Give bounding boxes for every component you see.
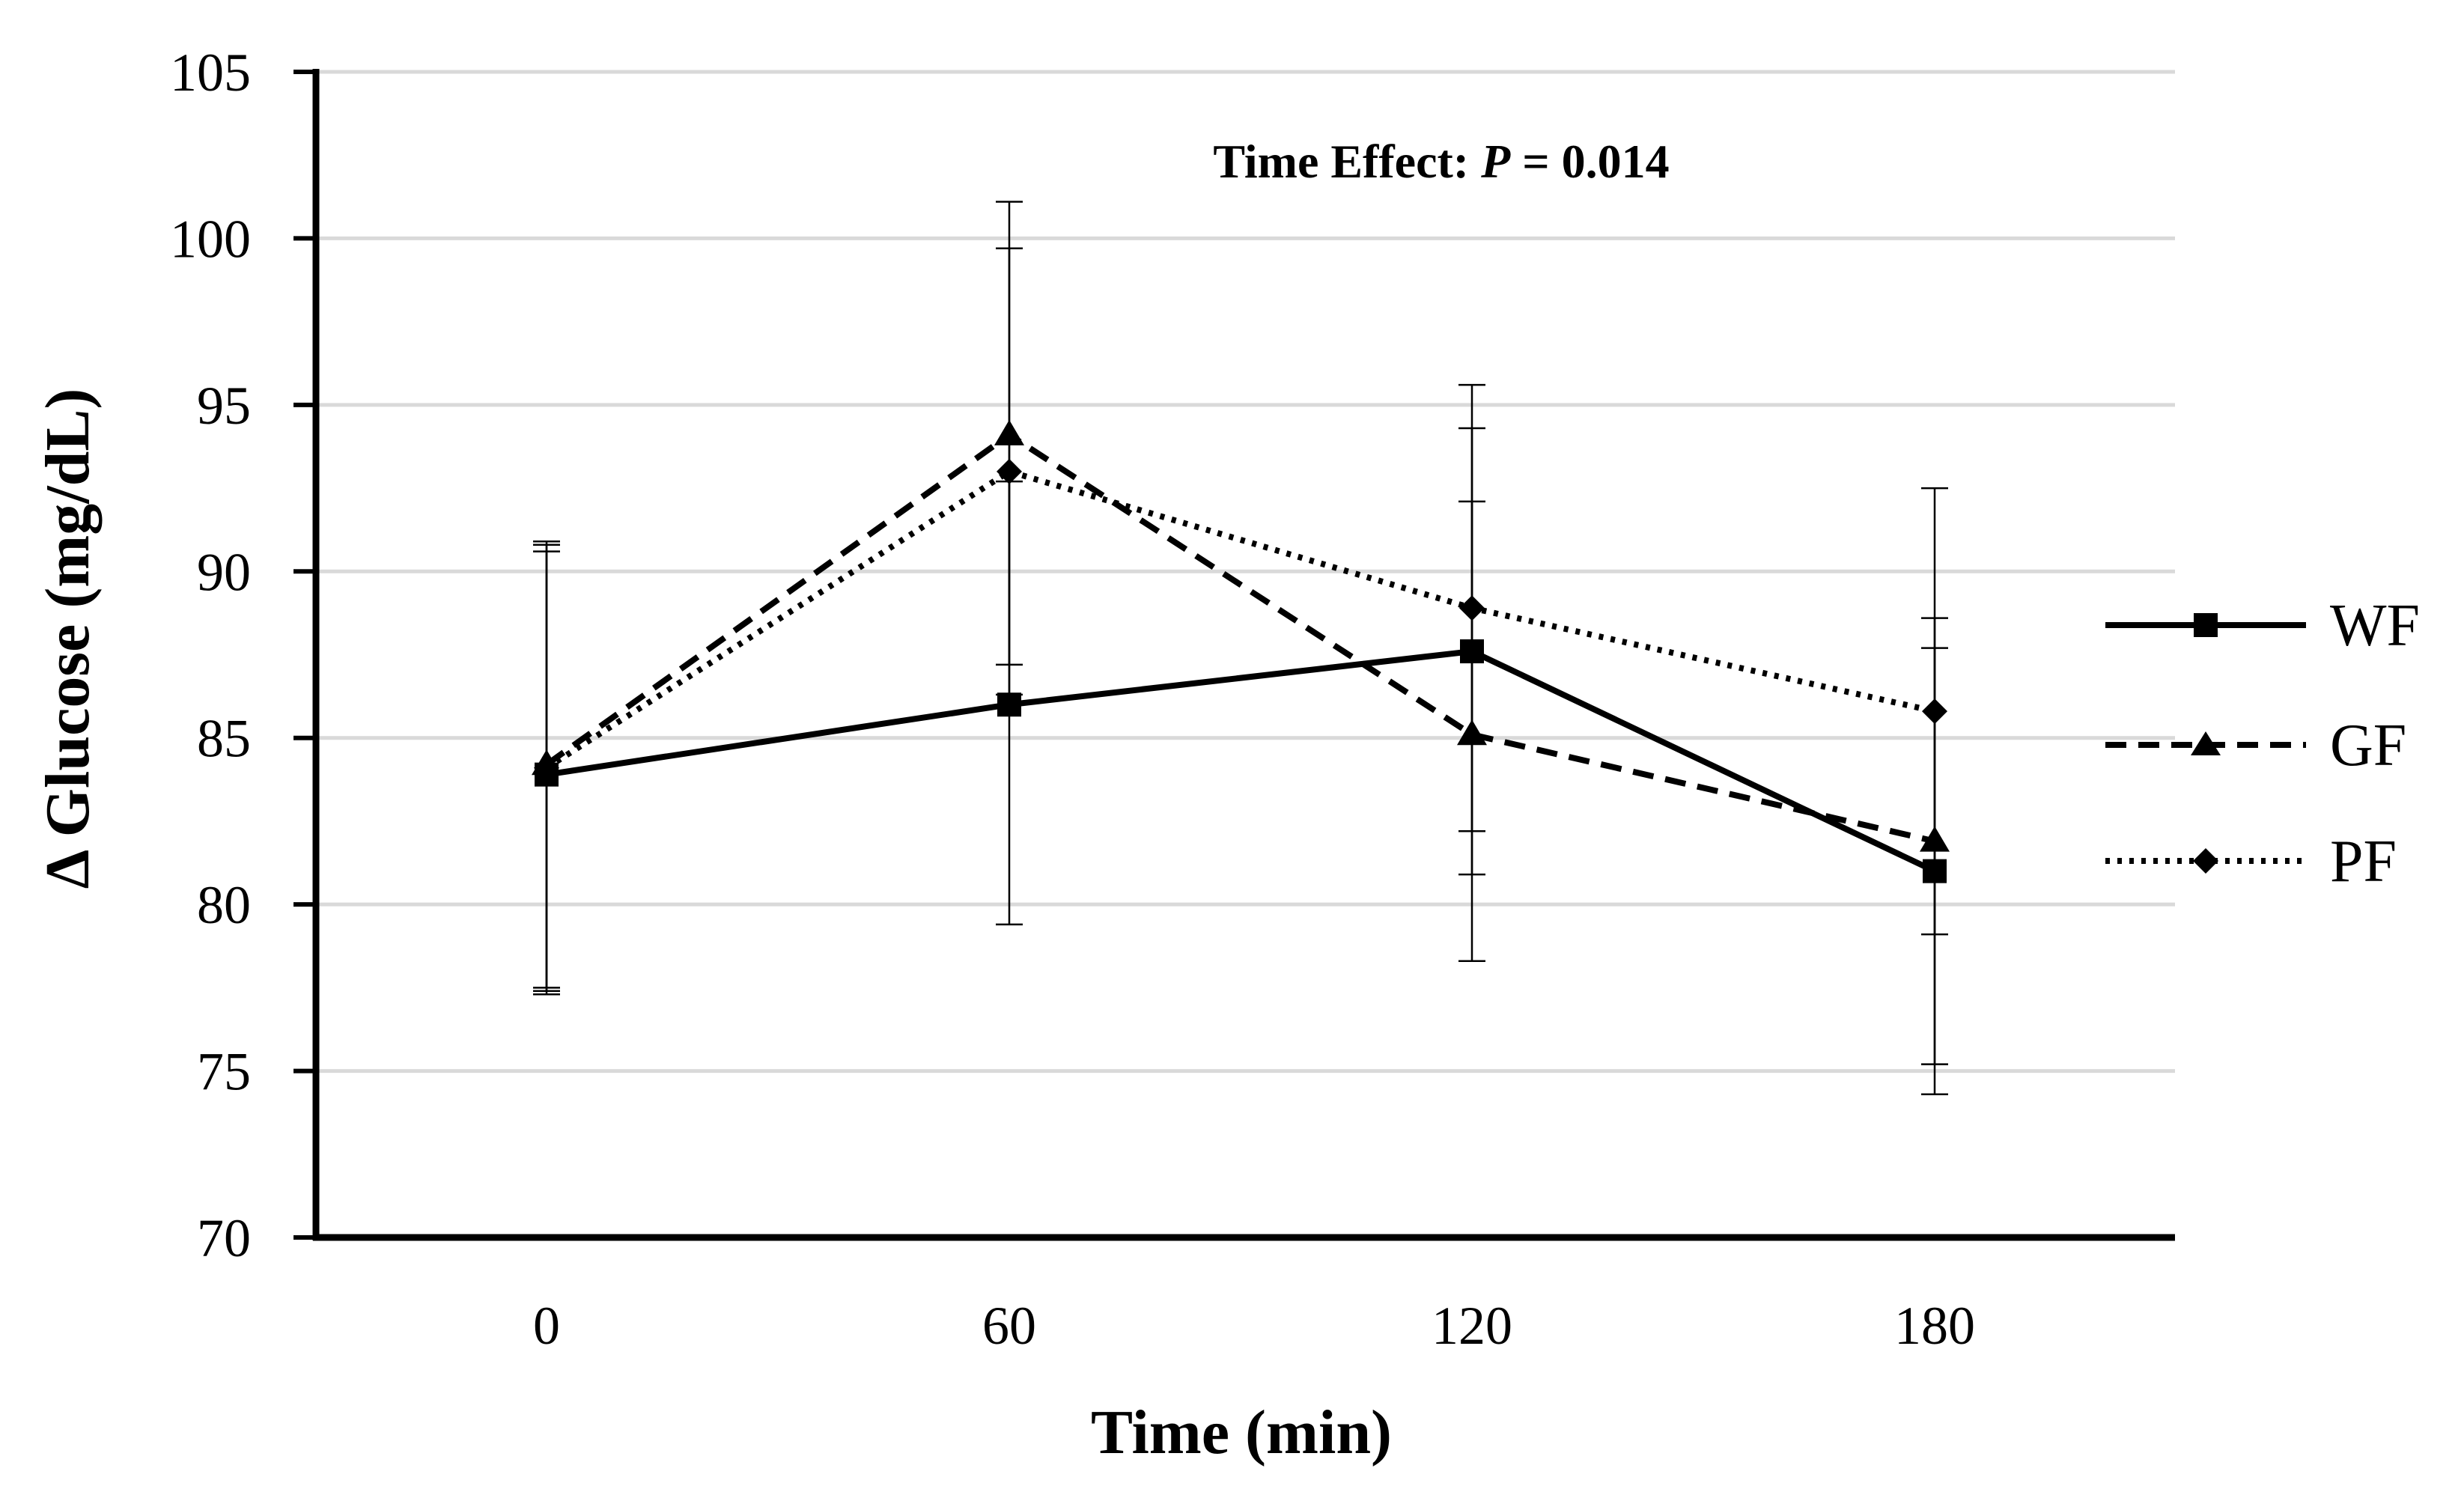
data-point-pf-180 bbox=[1922, 698, 1947, 725]
legend-label-wf: WF bbox=[2330, 593, 2420, 659]
series-line-pf bbox=[544, 468, 1935, 771]
x-tick-label-0: 0 bbox=[533, 1296, 560, 1356]
series-line-gf bbox=[544, 431, 1935, 844]
legend-marker-gf bbox=[2191, 731, 2221, 755]
y-tick-label-105: 105 bbox=[170, 43, 251, 103]
data-point-gf-180 bbox=[1920, 826, 1950, 852]
y-tick-label-90: 90 bbox=[197, 542, 251, 602]
y-axis-ticks: 70 75 80 85 90 95 100 105 bbox=[170, 43, 316, 1268]
annotation-prefix: Time Effect: bbox=[1213, 135, 1481, 188]
data-point-pf-120 bbox=[1459, 595, 1485, 621]
gridlines bbox=[316, 70, 2175, 1074]
x-tick-label-180: 180 bbox=[1894, 1296, 1975, 1356]
y-tick-label-70: 70 bbox=[197, 1208, 251, 1268]
data-point-gf-60 bbox=[994, 419, 1024, 445]
legend-label-gf: GF bbox=[2330, 713, 2406, 779]
y-tick-label-100: 100 bbox=[170, 209, 251, 269]
y-tick-label-95: 95 bbox=[197, 376, 251, 436]
y-tick-label-80: 80 bbox=[197, 875, 251, 935]
legend: WF GF PF bbox=[2105, 593, 2420, 895]
data-point-gf-120 bbox=[1457, 719, 1487, 746]
annotation-time-effect: Time Effect: P = 0.014 bbox=[1213, 135, 1669, 188]
annotation-p: P bbox=[1480, 135, 1511, 188]
data-point-wf-120 bbox=[1460, 639, 1484, 664]
legend-item-pf: PF bbox=[2105, 829, 2397, 895]
legend-item-gf: GF bbox=[2105, 713, 2406, 779]
annotation-suffix: = 0.014 bbox=[1510, 135, 1669, 188]
series-line-wf bbox=[546, 648, 1936, 874]
data-point-pf-60 bbox=[997, 458, 1022, 484]
series-markers bbox=[532, 419, 1950, 883]
legend-item-wf: WF bbox=[2105, 593, 2420, 659]
y-tick-label-85: 85 bbox=[197, 709, 251, 769]
series-lines bbox=[544, 431, 1936, 874]
x-axis-ticks: 0 60 120 180 bbox=[533, 1296, 1975, 1356]
data-point-pf-0 bbox=[534, 755, 559, 781]
legend-marker-pf bbox=[2193, 848, 2218, 874]
data-point-wf-180 bbox=[1923, 859, 1947, 883]
x-tick-label-60: 60 bbox=[982, 1296, 1036, 1356]
data-point-wf-60 bbox=[997, 692, 1021, 717]
y-tick-label-75: 75 bbox=[197, 1042, 251, 1102]
legend-label-pf: PF bbox=[2330, 829, 2397, 895]
x-tick-label-120: 120 bbox=[1432, 1296, 1512, 1356]
x-axis-title: Time (min) bbox=[1091, 1398, 1392, 1467]
error-bars bbox=[533, 201, 1948, 1095]
legend-marker-wf bbox=[2194, 613, 2218, 637]
y-axis-title: Δ Glucose (mg/dL) bbox=[33, 389, 103, 889]
